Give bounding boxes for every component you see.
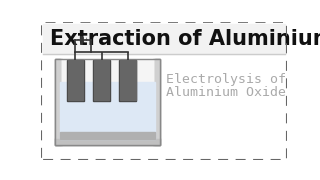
- Bar: [67, 60, 84, 101]
- Text: Extraction of Aluminium: Extraction of Aluminium: [50, 29, 320, 49]
- Bar: [120, 60, 135, 100]
- Bar: [55, 58, 61, 145]
- Bar: [68, 60, 83, 100]
- Bar: [55, 139, 160, 145]
- Bar: [153, 58, 160, 145]
- Bar: [55, 138, 160, 145]
- Text: Aluminium Oxide: Aluminium Oxide: [166, 86, 286, 99]
- Bar: [55, 58, 60, 145]
- Bar: [155, 58, 160, 145]
- Bar: [93, 60, 110, 101]
- Bar: [119, 60, 136, 101]
- Bar: [55, 58, 160, 145]
- Bar: [60, 132, 155, 139]
- Bar: [94, 60, 109, 100]
- Bar: [60, 58, 155, 139]
- Text: -: -: [76, 36, 79, 42]
- Bar: [60, 82, 155, 139]
- Bar: [43, 24, 285, 54]
- Text: +: +: [83, 37, 88, 42]
- Bar: [55, 58, 60, 145]
- Bar: [55, 139, 160, 145]
- Text: Electrolysis of: Electrolysis of: [166, 73, 286, 86]
- Bar: [155, 58, 160, 145]
